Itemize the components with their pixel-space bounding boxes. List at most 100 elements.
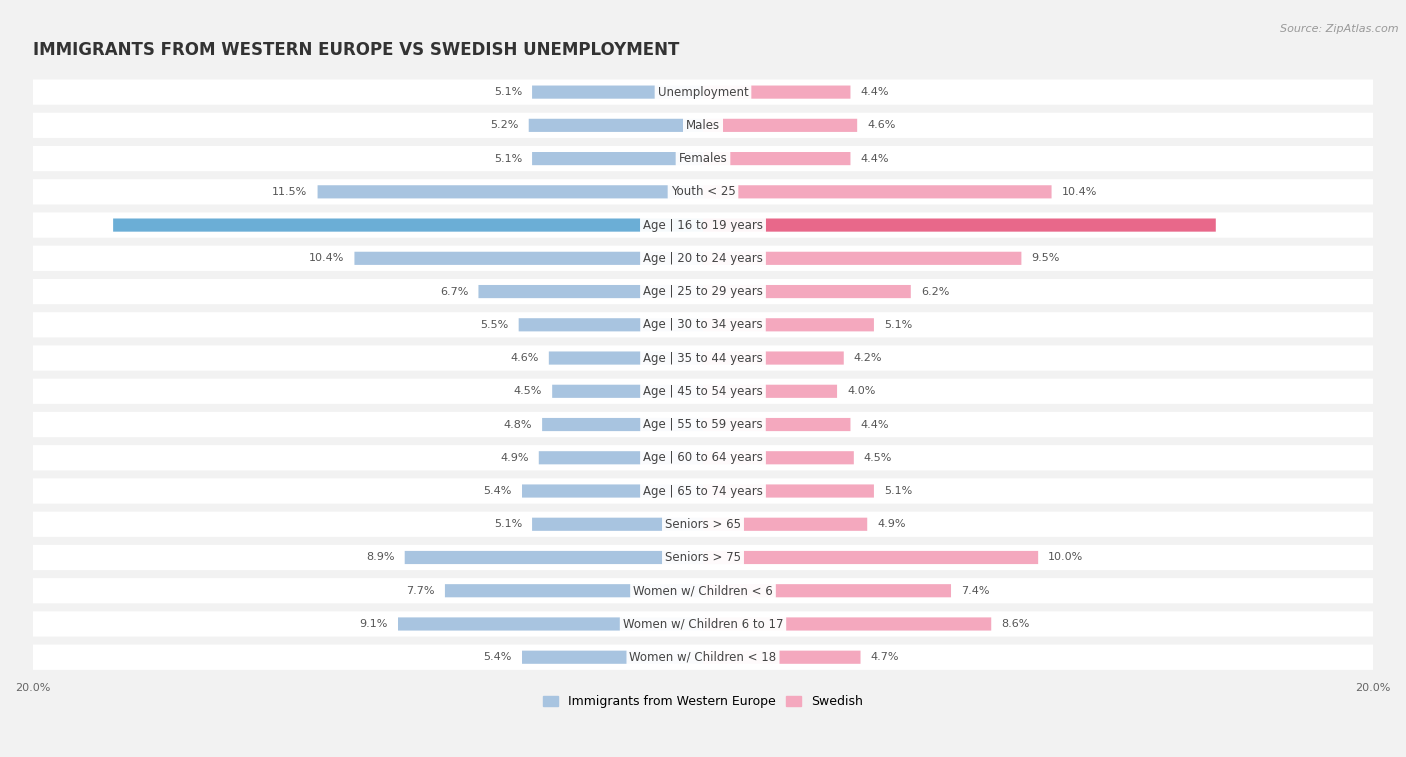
- FancyBboxPatch shape: [398, 618, 703, 631]
- Text: Seniors > 65: Seniors > 65: [665, 518, 741, 531]
- Text: Age | 65 to 74 years: Age | 65 to 74 years: [643, 484, 763, 497]
- FancyBboxPatch shape: [32, 113, 1374, 138]
- Text: Source: ZipAtlas.com: Source: ZipAtlas.com: [1281, 24, 1399, 34]
- FancyBboxPatch shape: [703, 618, 991, 631]
- FancyBboxPatch shape: [522, 484, 703, 497]
- Text: Women w/ Children < 18: Women w/ Children < 18: [630, 651, 776, 664]
- FancyBboxPatch shape: [112, 219, 703, 232]
- FancyBboxPatch shape: [32, 213, 1374, 238]
- Text: 4.4%: 4.4%: [860, 87, 889, 97]
- Text: 4.8%: 4.8%: [503, 419, 531, 429]
- Text: 5.4%: 5.4%: [484, 486, 512, 496]
- FancyBboxPatch shape: [703, 219, 1216, 232]
- Text: 4.4%: 4.4%: [860, 419, 889, 429]
- Text: 4.7%: 4.7%: [870, 653, 898, 662]
- Text: 10.0%: 10.0%: [1049, 553, 1084, 562]
- FancyBboxPatch shape: [703, 285, 911, 298]
- Text: 5.1%: 5.1%: [494, 87, 522, 97]
- Text: 17.6%: 17.6%: [42, 220, 82, 230]
- FancyBboxPatch shape: [703, 551, 1038, 564]
- Text: 15.3%: 15.3%: [1324, 220, 1364, 230]
- FancyBboxPatch shape: [318, 185, 703, 198]
- FancyBboxPatch shape: [32, 412, 1374, 437]
- FancyBboxPatch shape: [538, 451, 703, 464]
- FancyBboxPatch shape: [32, 545, 1374, 570]
- Text: Age | 45 to 54 years: Age | 45 to 54 years: [643, 385, 763, 397]
- FancyBboxPatch shape: [703, 86, 851, 98]
- FancyBboxPatch shape: [703, 152, 851, 165]
- Text: 4.4%: 4.4%: [860, 154, 889, 164]
- Text: 4.5%: 4.5%: [513, 386, 543, 396]
- FancyBboxPatch shape: [531, 152, 703, 165]
- FancyBboxPatch shape: [703, 518, 868, 531]
- FancyBboxPatch shape: [32, 179, 1374, 204]
- FancyBboxPatch shape: [703, 351, 844, 365]
- Text: Age | 25 to 29 years: Age | 25 to 29 years: [643, 285, 763, 298]
- FancyBboxPatch shape: [531, 86, 703, 98]
- FancyBboxPatch shape: [32, 578, 1374, 603]
- FancyBboxPatch shape: [32, 445, 1374, 470]
- Text: 7.7%: 7.7%: [406, 586, 434, 596]
- FancyBboxPatch shape: [703, 119, 858, 132]
- FancyBboxPatch shape: [531, 518, 703, 531]
- Text: 4.0%: 4.0%: [848, 386, 876, 396]
- FancyBboxPatch shape: [32, 279, 1374, 304]
- Text: Age | 55 to 59 years: Age | 55 to 59 years: [643, 418, 763, 431]
- Text: Females: Females: [679, 152, 727, 165]
- Text: 6.7%: 6.7%: [440, 287, 468, 297]
- FancyBboxPatch shape: [703, 185, 1052, 198]
- FancyBboxPatch shape: [522, 650, 703, 664]
- FancyBboxPatch shape: [703, 252, 1021, 265]
- Text: 5.4%: 5.4%: [484, 653, 512, 662]
- Text: 5.1%: 5.1%: [884, 319, 912, 330]
- Text: 4.5%: 4.5%: [863, 453, 893, 463]
- Text: 8.9%: 8.9%: [366, 553, 395, 562]
- FancyBboxPatch shape: [32, 612, 1374, 637]
- Text: Age | 16 to 19 years: Age | 16 to 19 years: [643, 219, 763, 232]
- FancyBboxPatch shape: [32, 146, 1374, 171]
- FancyBboxPatch shape: [703, 451, 853, 464]
- FancyBboxPatch shape: [32, 345, 1374, 371]
- FancyBboxPatch shape: [703, 418, 851, 431]
- FancyBboxPatch shape: [553, 385, 703, 398]
- FancyBboxPatch shape: [32, 512, 1374, 537]
- FancyBboxPatch shape: [32, 478, 1374, 503]
- FancyBboxPatch shape: [703, 650, 860, 664]
- Text: 9.5%: 9.5%: [1032, 254, 1060, 263]
- Text: 4.6%: 4.6%: [868, 120, 896, 130]
- Text: IMMIGRANTS FROM WESTERN EUROPE VS SWEDISH UNEMPLOYMENT: IMMIGRANTS FROM WESTERN EUROPE VS SWEDIS…: [32, 42, 679, 60]
- Text: 5.5%: 5.5%: [481, 319, 509, 330]
- Text: Unemployment: Unemployment: [658, 86, 748, 98]
- Text: Age | 30 to 34 years: Age | 30 to 34 years: [643, 318, 763, 332]
- Text: Age | 20 to 24 years: Age | 20 to 24 years: [643, 252, 763, 265]
- Text: Age | 60 to 64 years: Age | 60 to 64 years: [643, 451, 763, 464]
- Text: Women w/ Children 6 to 17: Women w/ Children 6 to 17: [623, 618, 783, 631]
- Text: 7.4%: 7.4%: [962, 586, 990, 596]
- Text: 4.9%: 4.9%: [877, 519, 905, 529]
- Text: 4.2%: 4.2%: [853, 353, 883, 363]
- Text: Age | 35 to 44 years: Age | 35 to 44 years: [643, 351, 763, 365]
- Text: Women w/ Children < 6: Women w/ Children < 6: [633, 584, 773, 597]
- FancyBboxPatch shape: [32, 79, 1374, 104]
- Text: 6.2%: 6.2%: [921, 287, 949, 297]
- Text: 5.1%: 5.1%: [494, 154, 522, 164]
- Text: 4.9%: 4.9%: [501, 453, 529, 463]
- Text: 10.4%: 10.4%: [309, 254, 344, 263]
- FancyBboxPatch shape: [354, 252, 703, 265]
- FancyBboxPatch shape: [32, 378, 1374, 404]
- Text: Seniors > 75: Seniors > 75: [665, 551, 741, 564]
- Text: 4.6%: 4.6%: [510, 353, 538, 363]
- FancyBboxPatch shape: [32, 645, 1374, 670]
- FancyBboxPatch shape: [444, 584, 703, 597]
- Text: 10.4%: 10.4%: [1062, 187, 1097, 197]
- Text: 5.1%: 5.1%: [494, 519, 522, 529]
- Text: 11.5%: 11.5%: [273, 187, 308, 197]
- FancyBboxPatch shape: [519, 318, 703, 332]
- Text: 9.1%: 9.1%: [360, 619, 388, 629]
- Legend: Immigrants from Western Europe, Swedish: Immigrants from Western Europe, Swedish: [538, 690, 868, 713]
- FancyBboxPatch shape: [32, 312, 1374, 338]
- Text: Youth < 25: Youth < 25: [671, 185, 735, 198]
- FancyBboxPatch shape: [543, 418, 703, 431]
- FancyBboxPatch shape: [32, 246, 1374, 271]
- FancyBboxPatch shape: [405, 551, 703, 564]
